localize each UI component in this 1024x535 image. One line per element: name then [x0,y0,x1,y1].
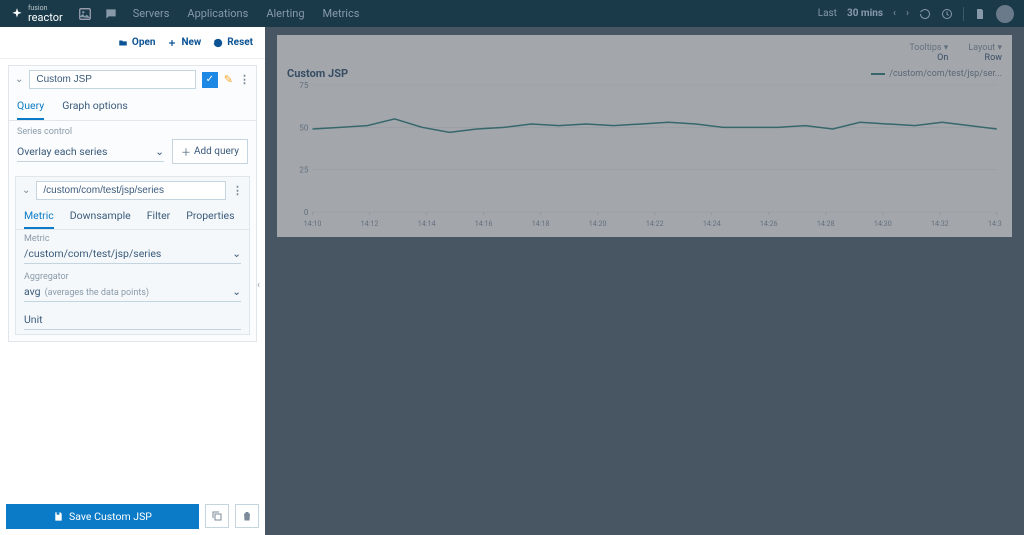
svg-text:14:10: 14:10 [304,219,322,228]
time-prev-icon[interactable]: ‹ [893,8,896,19]
svg-text:14:26: 14:26 [760,219,778,228]
edit-icon[interactable]: ✎ [224,73,233,86]
tooltips-toggle[interactable]: Tooltips ▾ On [909,43,948,63]
aggregator-label: Aggregator [24,272,241,282]
chevron-down-icon: ⌄ [155,145,164,158]
query-subpanel: ⌄ ⋮ Metric Downsample Filter Properties … [15,176,250,335]
tab-query[interactable]: Query [17,93,44,120]
query-subtabs: Metric Downsample Filter Properties [16,204,249,230]
logo[interactable]: fusion reactor [10,5,63,23]
svg-text:14:24: 14:24 [703,219,721,228]
brand-pre: fusion [28,5,63,12]
copy-button[interactable] [205,504,229,528]
delete-button[interactable] [235,504,259,528]
sidebar-collapse-icon[interactable]: ‹ [257,280,260,291]
svg-text:25: 25 [299,166,309,175]
series-control-select[interactable]: Overlay each series⌄ [17,142,164,162]
reset-button[interactable]: Reset [213,37,253,48]
enabled-checkbox[interactable]: ✓ [202,72,218,88]
svg-text:0: 0 [304,208,309,217]
chevron-down-icon: ⌄ [232,247,241,260]
unit-select[interactable]: Unit [24,310,241,330]
sub-menu-icon[interactable]: ⋮ [232,184,243,197]
nav-applications[interactable]: Applications [187,7,248,20]
query-panel: ⌄ ✓ ✎ ⋮ Query Graph options Series contr… [8,65,257,342]
subtab-properties[interactable]: Properties [186,204,234,229]
svg-text:14:12: 14:12 [361,219,379,228]
series-control-label: Series control [17,127,248,137]
subtab-filter[interactable]: Filter [147,204,170,229]
open-button[interactable]: Open [118,37,156,48]
sidebar-bottom: Save Custom JSP [0,498,265,535]
metric-label: Metric [24,234,241,244]
nav-links: Servers Applications Alerting Metrics [133,7,360,20]
chart-title: Custom JSP [287,67,348,80]
query-path-input[interactable] [36,181,226,200]
aggregator-select[interactable]: avg(averages the data points)⌄ [24,282,241,302]
svg-text:75: 75 [299,81,309,90]
subtab-downsample[interactable]: Downsample [70,204,131,229]
new-button[interactable]: New [167,37,201,48]
collapse-icon[interactable]: ⌄ [15,74,23,85]
sub-collapse-icon[interactable]: ⌄ [22,185,30,196]
svg-text:14:16: 14:16 [475,219,493,228]
topbar: fusion reactor Servers Applications Aler… [0,0,1024,27]
nav-icons [78,7,118,21]
add-query-button[interactable]: ＋Add query [172,139,248,164]
chevron-down-icon: ⌄ [232,285,241,298]
subtab-metric[interactable]: Metric [24,204,54,229]
svg-text:14:30: 14:30 [874,219,892,228]
time-label: Last [818,8,837,19]
panel-tabs: Query Graph options [9,93,256,121]
time-value[interactable]: 30 mins [847,8,883,19]
content-area: Tooltips ▾ On Layout ▾ Row Custom JSP /c… [265,27,1024,535]
clock-icon[interactable] [941,8,953,20]
svg-text:14:22: 14:22 [646,219,664,228]
metric-select[interactable]: /custom/com/test/jsp/series⌄ [24,244,241,264]
nav-servers[interactable]: Servers [133,7,170,20]
topbar-right: Last 30 mins ‹ › [818,5,1014,23]
tab-graph-options[interactable]: Graph options [62,93,128,120]
avatar[interactable] [996,5,1014,23]
refresh-icon[interactable] [919,8,931,20]
file-icon[interactable] [974,8,986,20]
nav-metrics[interactable]: Metrics [323,7,360,20]
legend-swatch [871,73,885,75]
panel-title-input[interactable] [29,70,195,89]
time-next-icon[interactable]: › [906,8,909,19]
sidebar-toolbar: Open New Reset [0,27,265,59]
menu-icon[interactable]: ⋮ [239,73,250,86]
chat-icon[interactable] [104,7,118,21]
svg-text:14:14: 14:14 [418,219,436,228]
image-icon[interactable] [78,7,92,21]
svg-text:14:32: 14:32 [931,219,949,228]
svg-text:14:20: 14:20 [589,219,607,228]
legend[interactable]: /custom/com/test/jsp/ser... [871,69,1002,79]
svg-text:14:34: 14:34 [988,219,1002,228]
save-button[interactable]: Save Custom JSP [6,504,199,529]
sidebar: Open New Reset ⌄ ✓ ✎ ⋮ Query Graph optio… [0,27,265,535]
svg-text:50: 50 [299,123,309,132]
brand-name: reactor [28,11,63,24]
chart-plot[interactable]: 0 25 50 75 14:10 14:12 14:14 14:16 14:18 14:20 14:… [287,80,1002,230]
svg-text:14:18: 14:18 [532,219,550,228]
svg-text:14:28: 14:28 [817,219,835,228]
chart-card: Tooltips ▾ On Layout ▾ Row Custom JSP /c… [277,35,1012,237]
layout-toggle[interactable]: Layout ▾ Row [968,43,1002,63]
nav-alerting[interactable]: Alerting [266,7,304,20]
